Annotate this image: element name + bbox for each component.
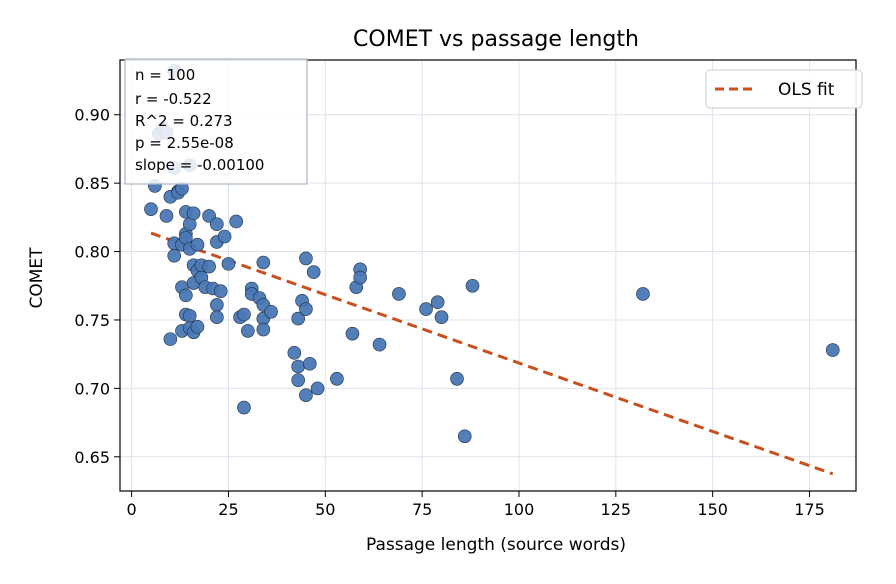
- data-point: [210, 310, 224, 325]
- data-point: [434, 310, 449, 325]
- data-point: [210, 298, 224, 312]
- data-point: [256, 322, 271, 337]
- y-tick-label: 0.65: [74, 448, 110, 467]
- stat-n: n = 100: [135, 66, 195, 84]
- legend-fit-label: OLS fit: [778, 80, 835, 100]
- data-point: [163, 332, 178, 346]
- data-point: [202, 259, 216, 274]
- data-point: [372, 337, 387, 352]
- data-point: [179, 288, 193, 303]
- x-axis-label: Passage length (source words): [366, 535, 626, 555]
- data-point: [392, 287, 406, 301]
- data-point: [190, 320, 205, 334]
- data-point: [237, 307, 251, 322]
- stat-r: r = -0.522: [135, 90, 212, 108]
- data-point: [457, 429, 472, 444]
- data-point: [291, 373, 305, 387]
- data-point: [299, 388, 313, 403]
- x-tick-label: 25: [218, 500, 238, 519]
- data-point: [237, 400, 251, 415]
- chart-title: COMET vs passage length: [353, 27, 639, 52]
- stats-box-frame: [124, 58, 308, 185]
- data-point: [182, 309, 197, 323]
- stats-box: n = 100 r = -0.522 R^2 = 0.273 p = 2.55e…: [124, 58, 308, 185]
- data-point: [256, 255, 271, 270]
- data-point: [291, 359, 305, 374]
- data-point: [264, 304, 278, 319]
- y-tick-label: 0.90: [74, 106, 110, 125]
- x-tick-label: 100: [504, 500, 535, 519]
- x-tick-label: 0: [127, 500, 137, 519]
- data-point: [450, 372, 464, 386]
- data-point: [217, 229, 232, 244]
- data-point: [299, 251, 313, 266]
- data-point: [213, 284, 228, 299]
- data-point: [303, 356, 317, 371]
- data-point: [430, 295, 445, 309]
- plot-frame: [119, 59, 857, 492]
- y-tick-label: 0.80: [74, 243, 110, 262]
- x-tick-label: 50: [315, 500, 335, 519]
- x-tick-label: 150: [697, 500, 728, 519]
- y-tick-label: 0.85: [74, 174, 110, 193]
- data-point: [287, 346, 302, 360]
- data-point: [310, 381, 325, 396]
- legend: OLS fit: [705, 69, 863, 109]
- x-tick-label: 75: [412, 500, 432, 519]
- data-point: [636, 287, 650, 301]
- stat-r2: R^2 = 0.273: [135, 112, 233, 130]
- data-point: [159, 209, 174, 223]
- data-point: [465, 278, 480, 293]
- data-point: [221, 257, 236, 271]
- points-layer: [144, 64, 840, 444]
- x-tick-label: 175: [794, 500, 825, 519]
- stat-slope: slope = -0.00100: [135, 156, 264, 174]
- x-tick-label: 125: [601, 500, 632, 519]
- data-point: [306, 265, 321, 279]
- data-point: [299, 302, 313, 316]
- y-axis-label: COMET: [27, 247, 47, 309]
- data-point: [229, 214, 244, 229]
- data-point: [345, 326, 360, 341]
- data-point: [419, 302, 433, 316]
- y-tick-label: 0.75: [74, 311, 110, 330]
- data-point: [167, 248, 182, 263]
- data-point: [241, 324, 255, 338]
- data-point: [825, 343, 840, 357]
- data-point: [210, 217, 224, 231]
- fit-line-layer: [150, 231, 834, 476]
- legend-frame: [705, 69, 863, 109]
- data-point: [353, 270, 367, 285]
- data-point: [291, 311, 305, 326]
- stat-p: p = 2.55e-08: [135, 134, 234, 152]
- axis-ticks: 0 25 50 75 100 125 150 175 0.65 0.70 0.75 0.80 0.85 0…: [74, 106, 824, 519]
- data-point: [186, 206, 201, 221]
- data-point: [144, 202, 158, 216]
- data-point: [190, 237, 205, 252]
- data-point: [330, 372, 344, 386]
- y-tick-label: 0.70: [74, 379, 110, 398]
- ols-fit-line: [150, 231, 834, 476]
